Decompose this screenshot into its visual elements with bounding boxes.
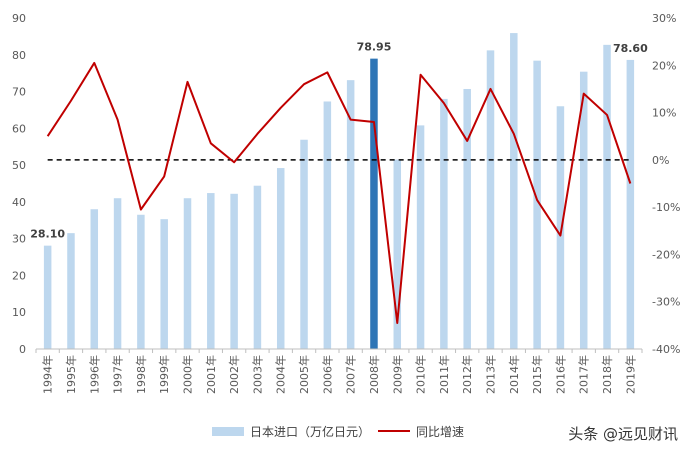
left-tick-label: 40 xyxy=(12,196,26,209)
right-axis-ticks: -40% -30% -20% -10% 0% 10% 20% 30% xyxy=(652,12,680,356)
right-tick-label: -30% xyxy=(652,296,680,309)
x-tick-label: 1998年 xyxy=(134,355,148,394)
left-tick-label: 30 xyxy=(12,233,26,246)
x-tick-label: 2007年 xyxy=(344,355,358,394)
growth-line xyxy=(46,61,632,324)
right-tick-label: 10% xyxy=(652,107,676,120)
bar xyxy=(463,88,471,349)
watermark: 头条 @远见财讯 xyxy=(568,425,678,443)
bar-series xyxy=(43,33,635,350)
x-tick-label: 2019年 xyxy=(623,355,637,394)
bar xyxy=(626,59,635,349)
x-tick-label: 2013年 xyxy=(484,355,498,394)
x-tick-label: 2009年 xyxy=(390,355,404,394)
bar xyxy=(393,159,402,349)
x-tick-label: 2016年 xyxy=(553,355,567,394)
bar xyxy=(67,233,75,349)
bar xyxy=(90,209,99,349)
bar xyxy=(533,60,541,349)
left-tick-label: 70 xyxy=(12,86,26,99)
x-tick-label: 2005年 xyxy=(297,355,311,394)
right-tick-label: -10% xyxy=(652,201,680,214)
right-tick-label: 0% xyxy=(652,154,669,167)
x-axis-ticks: 1994年 1995年 1996年 1997年 1998年 1999年 2000年 2001年… xyxy=(35,349,643,394)
x-tick-label: 1995年 xyxy=(64,355,78,394)
left-tick-label: 10 xyxy=(12,306,26,319)
x-tick-label: 2003年 xyxy=(250,355,264,394)
x-tick-label: 2011年 xyxy=(437,355,451,394)
bar xyxy=(370,58,378,350)
bar xyxy=(440,98,448,350)
x-tick-label: 2017年 xyxy=(577,355,591,394)
x-tick-label: 1999年 xyxy=(157,355,171,394)
right-tick-label: -40% xyxy=(652,343,680,356)
left-tick-label: 60 xyxy=(12,122,26,135)
bar-value-label: 78.95 xyxy=(357,41,392,54)
right-tick-label: 20% xyxy=(652,59,676,72)
x-tick-label: 2018年 xyxy=(600,355,614,394)
bar xyxy=(183,198,192,349)
bar xyxy=(579,71,588,349)
bar xyxy=(346,80,355,349)
x-tick-label: 2014年 xyxy=(507,355,521,394)
bar xyxy=(300,139,308,349)
x-tick-label: 2004年 xyxy=(274,355,288,394)
bar xyxy=(137,214,145,349)
bar xyxy=(603,44,611,349)
x-tick-label: 2008年 xyxy=(367,355,381,394)
bar-value-label: 28.10 xyxy=(30,228,65,241)
bar xyxy=(323,101,332,349)
legend: 日本进口（万亿日元） 同比增速 xyxy=(212,424,464,439)
bar xyxy=(253,185,262,349)
x-tick-label: 2010年 xyxy=(414,355,428,394)
bar-value-label: 78.60 xyxy=(613,42,648,55)
left-tick-label: 80 xyxy=(12,49,26,62)
x-tick-label: 1997年 xyxy=(111,355,125,394)
x-tick-label: 1994年 xyxy=(41,355,55,394)
bar xyxy=(486,50,495,350)
x-tick-label: 2001年 xyxy=(204,355,218,394)
x-tick-label: 2002年 xyxy=(227,355,241,394)
bar xyxy=(207,193,215,349)
right-tick-label: 30% xyxy=(652,12,676,25)
x-tick-label: 2015年 xyxy=(530,355,544,394)
bar xyxy=(510,33,518,349)
legend-line-label: 同比增速 xyxy=(416,425,464,439)
data-labels: 28.10 78.95 78.60 xyxy=(30,41,648,241)
left-axis-ticks: 0 10 20 30 40 50 60 70 80 90 xyxy=(12,12,26,356)
bar xyxy=(160,219,168,349)
left-tick-label: 20 xyxy=(12,269,26,282)
x-tick-label: 2006年 xyxy=(320,355,334,394)
bar xyxy=(416,125,425,349)
legend-bar-swatch xyxy=(212,427,244,436)
bar xyxy=(230,193,238,349)
legend-bar-label: 日本进口（万亿日元） xyxy=(250,424,370,439)
left-tick-label: 90 xyxy=(12,12,26,25)
left-tick-label: 0 xyxy=(19,343,26,356)
left-tick-label: 50 xyxy=(12,159,26,172)
bar xyxy=(276,168,285,349)
right-tick-label: -20% xyxy=(652,248,680,261)
x-tick-label: 2012年 xyxy=(460,355,474,394)
x-tick-label: 1996年 xyxy=(87,355,101,394)
bar xyxy=(556,106,565,350)
bar xyxy=(113,198,122,349)
x-tick-label: 2000年 xyxy=(181,355,195,394)
bar xyxy=(43,245,52,349)
